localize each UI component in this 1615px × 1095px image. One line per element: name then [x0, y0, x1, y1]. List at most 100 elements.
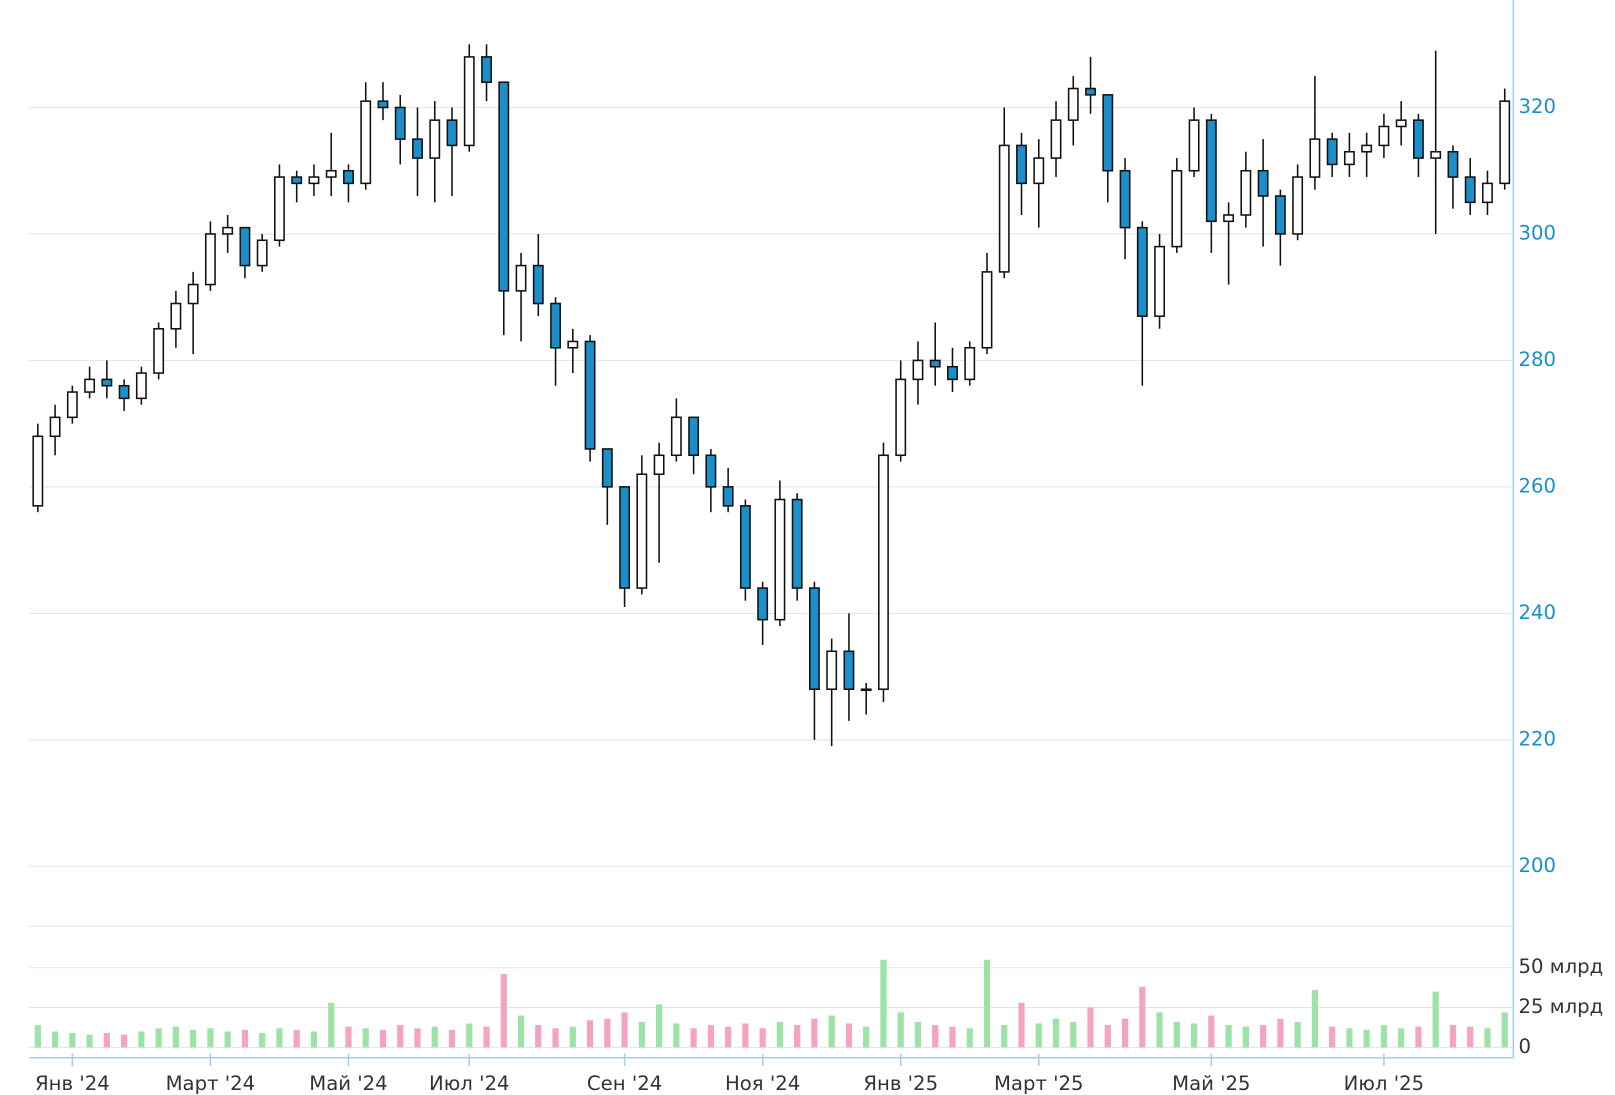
candle-body	[912, 359, 924, 381]
candle-body	[204, 233, 216, 286]
volume-tick-label: 25 млрд	[1519, 995, 1604, 1018]
candle-body	[1309, 138, 1321, 178]
candle-body	[1119, 169, 1131, 229]
volume-bar	[725, 1026, 732, 1048]
volume-bar	[155, 1028, 162, 1048]
volume-bar	[328, 1002, 335, 1048]
candle-body	[170, 302, 182, 330]
volume-tick-label: 0	[1519, 1035, 1532, 1058]
candle-body	[584, 340, 596, 450]
candle-body	[550, 302, 561, 349]
candle-body	[757, 587, 769, 621]
candle-body	[325, 169, 337, 178]
volume-bar	[1139, 986, 1146, 1048]
volume-bar	[69, 1033, 76, 1048]
candle-body	[343, 169, 354, 185]
volume-bar	[1190, 1023, 1198, 1048]
volume-bar	[1311, 990, 1318, 1048]
candle-body	[567, 340, 579, 349]
candle-body	[826, 650, 838, 690]
volume-bar	[379, 1029, 387, 1048]
volume-bar	[1449, 1025, 1457, 1048]
candle-body	[1326, 138, 1338, 166]
volume-bar	[172, 1026, 179, 1048]
candle-body	[964, 346, 976, 381]
volume-bar	[241, 1029, 249, 1048]
volume-bar	[1087, 1007, 1094, 1048]
x-tick-label: Март '25	[994, 1072, 1084, 1095]
candle-body	[1136, 226, 1148, 317]
candle-body	[1395, 119, 1407, 128]
volume-bar	[190, 1029, 197, 1048]
y-tick-label: 320	[1519, 95, 1557, 118]
volume-bar	[121, 1034, 128, 1048]
volume-bar	[1363, 1029, 1370, 1048]
candle-body	[1447, 150, 1459, 178]
volume-bar	[880, 959, 887, 1048]
volume-bar	[1052, 1018, 1060, 1048]
candle-body	[1257, 169, 1269, 197]
candle-body	[101, 378, 113, 387]
volume-bar	[863, 1026, 870, 1048]
volume-bar	[310, 1031, 318, 1048]
candle-body	[1240, 169, 1252, 216]
volume-bar	[483, 1026, 490, 1048]
candle-body	[498, 81, 510, 292]
y-tick-label: 220	[1519, 727, 1557, 750]
volume-bar	[966, 1028, 973, 1048]
volume-bar	[517, 1015, 525, 1048]
volume-bar	[586, 1020, 594, 1048]
candle-body	[929, 359, 941, 368]
volume-bar	[259, 1033, 266, 1048]
volume-bar	[1501, 1012, 1508, 1048]
candle-body	[239, 226, 251, 267]
candle-body	[895, 378, 907, 457]
volume-bar	[1156, 1012, 1163, 1048]
volume-bar	[776, 1021, 784, 1048]
volume-bar	[1346, 1028, 1353, 1048]
y-tick-label: 260	[1519, 474, 1557, 497]
candle-body	[1016, 144, 1027, 185]
volume-bar	[1121, 1018, 1129, 1048]
x-tick-label: Сен '24	[587, 1072, 662, 1095]
candle-body	[1033, 157, 1045, 185]
candle-body	[135, 372, 147, 400]
x-tick-label: Ноя '24	[725, 1072, 800, 1095]
volume-bar	[1018, 1002, 1025, 1048]
candle-body	[981, 271, 993, 349]
candle-body	[274, 176, 285, 242]
y-tick-label: 300	[1519, 221, 1557, 244]
volume-bar	[569, 1026, 576, 1048]
volume-bar	[1104, 1025, 1111, 1048]
x-tick-label: Июл '24	[429, 1072, 509, 1095]
volume-bar	[397, 1025, 404, 1048]
volume-bar	[932, 1025, 939, 1048]
volume-tick-label: 50 млрд	[1519, 955, 1604, 978]
volume-bar	[86, 1034, 93, 1048]
candle-body	[670, 416, 682, 457]
volume-bar	[655, 1004, 663, 1048]
volume-bar	[500, 974, 507, 1048]
y-tick-label: 200	[1519, 854, 1557, 877]
candle-body	[463, 56, 475, 147]
volume-bar	[34, 1025, 41, 1048]
candle-body	[394, 106, 406, 140]
candle-body	[153, 328, 165, 374]
x-tick-label: Янв '24	[35, 1072, 110, 1095]
volume-bar	[845, 1023, 853, 1048]
candle-body	[998, 144, 1010, 273]
candle-body	[377, 100, 389, 109]
volume-bar	[1329, 1026, 1336, 1048]
candle-body	[860, 688, 872, 692]
candle-body	[688, 416, 700, 457]
volume-bar	[51, 1031, 59, 1048]
candle-body	[1067, 87, 1079, 121]
volume-bar	[552, 1028, 559, 1048]
x-tick-label: Июл '25	[1344, 1072, 1424, 1095]
candle-body	[619, 486, 631, 589]
candle-body	[791, 498, 803, 589]
volume-bar	[707, 1025, 714, 1048]
candle-body	[429, 119, 441, 159]
candle-body	[412, 138, 423, 159]
